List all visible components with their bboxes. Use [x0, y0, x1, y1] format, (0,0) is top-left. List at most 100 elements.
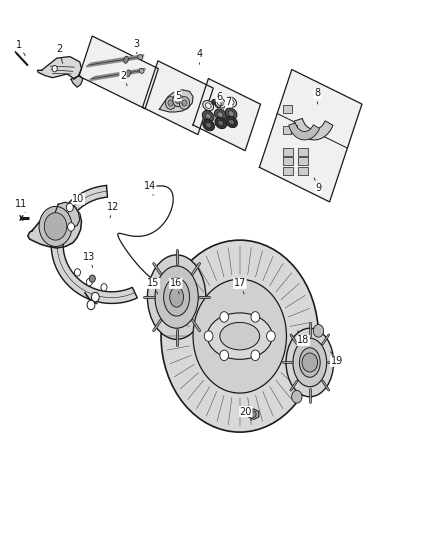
Text: 19: 19 — [331, 352, 343, 367]
Ellipse shape — [205, 103, 211, 108]
FancyBboxPatch shape — [289, 125, 297, 133]
Circle shape — [313, 325, 324, 337]
Circle shape — [204, 331, 213, 342]
Circle shape — [52, 66, 57, 72]
Text: 2: 2 — [120, 70, 127, 86]
Polygon shape — [142, 61, 213, 134]
Circle shape — [162, 277, 170, 288]
Text: 8: 8 — [314, 88, 321, 104]
Ellipse shape — [164, 278, 190, 316]
FancyBboxPatch shape — [283, 104, 292, 113]
Ellipse shape — [217, 112, 223, 117]
Text: 12: 12 — [107, 203, 119, 218]
FancyBboxPatch shape — [298, 148, 308, 156]
FancyBboxPatch shape — [283, 148, 293, 156]
Polygon shape — [248, 409, 259, 419]
Text: 18: 18 — [297, 331, 310, 345]
Polygon shape — [37, 56, 81, 79]
Ellipse shape — [220, 322, 260, 350]
Text: 5: 5 — [175, 91, 182, 104]
Text: 1: 1 — [16, 40, 25, 56]
Circle shape — [220, 350, 229, 361]
Ellipse shape — [229, 119, 234, 125]
Circle shape — [251, 350, 260, 361]
Circle shape — [251, 411, 256, 417]
Polygon shape — [28, 204, 81, 248]
Polygon shape — [79, 36, 159, 109]
Circle shape — [66, 203, 73, 212]
Text: 11: 11 — [15, 199, 27, 212]
Text: 20: 20 — [240, 407, 252, 421]
Text: 10: 10 — [72, 194, 85, 207]
Text: 17: 17 — [233, 278, 246, 294]
Circle shape — [101, 284, 107, 291]
Ellipse shape — [207, 313, 272, 359]
Circle shape — [182, 100, 187, 106]
Polygon shape — [193, 78, 261, 151]
Ellipse shape — [286, 328, 334, 397]
Text: 6: 6 — [215, 92, 222, 105]
Ellipse shape — [170, 287, 184, 307]
Ellipse shape — [203, 119, 215, 131]
Ellipse shape — [124, 56, 128, 63]
Ellipse shape — [126, 70, 131, 77]
Circle shape — [267, 331, 275, 342]
Ellipse shape — [293, 338, 327, 387]
Text: 15: 15 — [147, 278, 159, 294]
Circle shape — [44, 213, 67, 240]
Text: 14: 14 — [144, 181, 156, 195]
Circle shape — [166, 96, 176, 109]
FancyBboxPatch shape — [283, 167, 293, 175]
Text: 13: 13 — [83, 252, 95, 268]
Ellipse shape — [215, 117, 226, 128]
Circle shape — [161, 240, 318, 432]
Circle shape — [212, 99, 216, 104]
Circle shape — [39, 206, 72, 246]
Circle shape — [168, 100, 173, 106]
Ellipse shape — [215, 98, 226, 108]
Ellipse shape — [228, 99, 234, 105]
Text: 2: 2 — [56, 44, 63, 63]
Polygon shape — [259, 69, 362, 202]
Polygon shape — [159, 90, 193, 112]
Ellipse shape — [206, 123, 212, 128]
Circle shape — [67, 223, 74, 231]
Circle shape — [251, 312, 260, 322]
Polygon shape — [51, 185, 138, 303]
Circle shape — [173, 94, 183, 107]
Text: 3: 3 — [134, 39, 140, 54]
Ellipse shape — [228, 111, 234, 116]
Polygon shape — [71, 76, 83, 87]
Ellipse shape — [202, 110, 214, 122]
Circle shape — [74, 269, 81, 276]
Ellipse shape — [300, 348, 320, 377]
Circle shape — [220, 312, 229, 322]
Text: 4: 4 — [197, 50, 203, 64]
Text: 7: 7 — [223, 97, 232, 109]
Ellipse shape — [226, 116, 237, 127]
Circle shape — [87, 300, 95, 310]
Ellipse shape — [218, 120, 224, 126]
Ellipse shape — [226, 97, 237, 107]
FancyBboxPatch shape — [298, 167, 308, 175]
FancyBboxPatch shape — [298, 157, 308, 165]
FancyBboxPatch shape — [283, 157, 293, 165]
Circle shape — [193, 279, 286, 393]
Polygon shape — [54, 202, 80, 229]
Circle shape — [92, 292, 99, 302]
Circle shape — [86, 278, 92, 286]
Circle shape — [292, 391, 302, 403]
Ellipse shape — [139, 68, 144, 74]
Ellipse shape — [138, 54, 143, 60]
Circle shape — [179, 96, 190, 109]
Wedge shape — [289, 123, 319, 140]
Ellipse shape — [217, 100, 223, 106]
Ellipse shape — [225, 108, 237, 119]
Ellipse shape — [215, 109, 226, 120]
Wedge shape — [294, 118, 333, 140]
Circle shape — [302, 353, 318, 372]
Circle shape — [89, 275, 95, 282]
Ellipse shape — [148, 255, 206, 340]
Text: 16: 16 — [170, 278, 182, 294]
FancyBboxPatch shape — [283, 126, 291, 134]
